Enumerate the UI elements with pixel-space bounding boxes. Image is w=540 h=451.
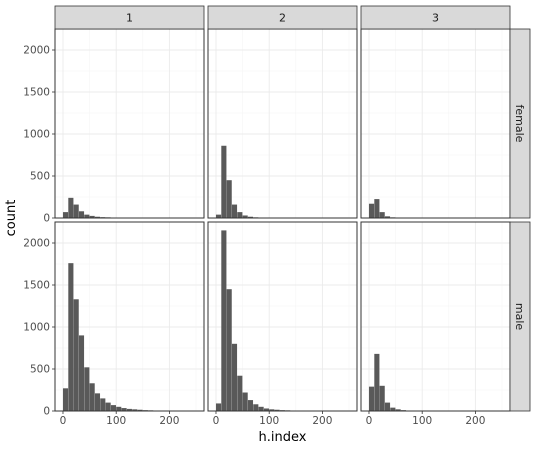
histogram-bar <box>116 406 122 411</box>
histogram-bar <box>226 289 232 411</box>
strips-layer: 1 2 3 female male <box>54 5 531 412</box>
histogram-bar <box>89 383 95 411</box>
histogram-bar <box>379 385 385 411</box>
x-axis-title: h.index <box>259 430 307 445</box>
row-strip-female <box>509 28 531 219</box>
histogram-bar <box>384 216 391 218</box>
panels-layer <box>54 28 511 412</box>
y-tick-label: 2000 <box>23 45 50 57</box>
y-tick-label: 0 <box>43 213 50 225</box>
histogram-bar <box>84 214 90 218</box>
y-tick-label: 1500 <box>23 87 50 99</box>
row-strip-label-male: male <box>513 303 526 331</box>
x-tick-label: 0 <box>366 415 373 427</box>
histogram-bar <box>247 400 254 411</box>
column-strip-label-1: 1 <box>126 12 133 25</box>
histogram-bar <box>62 212 69 218</box>
histogram-bar <box>231 204 238 218</box>
histogram-bar <box>390 407 396 411</box>
histogram-bar <box>269 409 275 411</box>
histogram-bar <box>379 212 385 218</box>
y-tick-label: 500 <box>30 171 50 183</box>
column-strip-1 <box>54 5 205 30</box>
histogram-bar <box>215 214 222 218</box>
panel-3-male <box>360 221 511 412</box>
histogram-bar <box>368 203 375 218</box>
histogram-bar <box>94 393 101 411</box>
histogram-bar <box>242 215 248 218</box>
histogram-bar <box>73 299 79 411</box>
histogram-bar <box>237 375 243 411</box>
histogram-bar <box>89 215 95 218</box>
histogram-bar <box>78 211 85 218</box>
x-tick-label: 200 <box>159 415 179 427</box>
column-strip-label-3: 3 <box>432 12 439 25</box>
y-axis-title: count <box>4 200 19 237</box>
histogram-bar <box>105 402 111 411</box>
histogram-bar <box>110 405 116 411</box>
column-strip-3 <box>360 5 511 30</box>
y-tick-label: 1500 <box>23 280 50 292</box>
panel-1-male <box>54 221 205 412</box>
panel-background <box>55 29 204 218</box>
histogram-bar <box>137 409 143 411</box>
histogram-bar <box>253 404 259 411</box>
histogram-bar <box>73 204 79 218</box>
histogram-bar <box>121 408 127 411</box>
histogram-bar <box>274 409 280 411</box>
histogram-bar <box>242 392 248 411</box>
histogram-bar <box>126 408 132 411</box>
histogram-bar <box>68 197 74 218</box>
histogram-bar <box>84 367 90 411</box>
x-tick-label: 100 <box>106 415 126 427</box>
histogram-bar <box>231 343 238 411</box>
histogram-bar <box>132 409 138 411</box>
histogram-bar <box>263 408 269 411</box>
panel-background <box>208 29 357 218</box>
histogram-bar <box>221 230 227 411</box>
panel-border <box>207 221 358 412</box>
column-strip-label-2: 2 <box>279 12 286 25</box>
histogram-bar <box>226 180 232 218</box>
histogram-bar <box>78 335 85 411</box>
panel-2-female <box>207 28 358 219</box>
histogram-bar <box>374 199 380 218</box>
y-tick-label: 2000 <box>23 238 50 250</box>
histogram-bar <box>100 398 106 411</box>
x-tick-label: 0 <box>60 415 67 427</box>
histogram-bar <box>94 216 101 218</box>
histogram-bar <box>395 409 401 411</box>
histogram-bar <box>62 388 69 411</box>
histogram-bar <box>384 402 391 411</box>
panel-1-female <box>54 28 205 219</box>
row-strip-male <box>509 221 531 412</box>
histogram-bar <box>368 386 375 411</box>
histogram-bar <box>215 403 222 411</box>
histogram-bar <box>68 263 74 411</box>
histogram-bar <box>258 406 264 411</box>
histogram-bar <box>247 216 254 218</box>
panel-border <box>54 221 205 412</box>
x-tick-label: 200 <box>312 415 332 427</box>
y-tick-label: 0 <box>43 406 50 418</box>
panel-3-female <box>360 28 511 219</box>
histogram-bar <box>374 353 380 411</box>
panel-2-male <box>207 221 358 412</box>
x-tick-label: 100 <box>412 415 432 427</box>
panel-background <box>361 222 510 411</box>
row-strip-label-female: female <box>513 105 526 143</box>
y-tick-label: 1000 <box>23 129 50 141</box>
panel-background <box>361 29 510 218</box>
histogram-bar <box>221 145 227 218</box>
x-tick-label: 0 <box>213 415 220 427</box>
y-tick-label: 500 <box>30 364 50 376</box>
y-tick-label: 1000 <box>23 322 50 334</box>
x-tick-label: 200 <box>465 415 485 427</box>
column-strip-2 <box>207 5 358 30</box>
histogram-bar <box>237 212 243 218</box>
x-tick-label: 100 <box>259 415 279 427</box>
